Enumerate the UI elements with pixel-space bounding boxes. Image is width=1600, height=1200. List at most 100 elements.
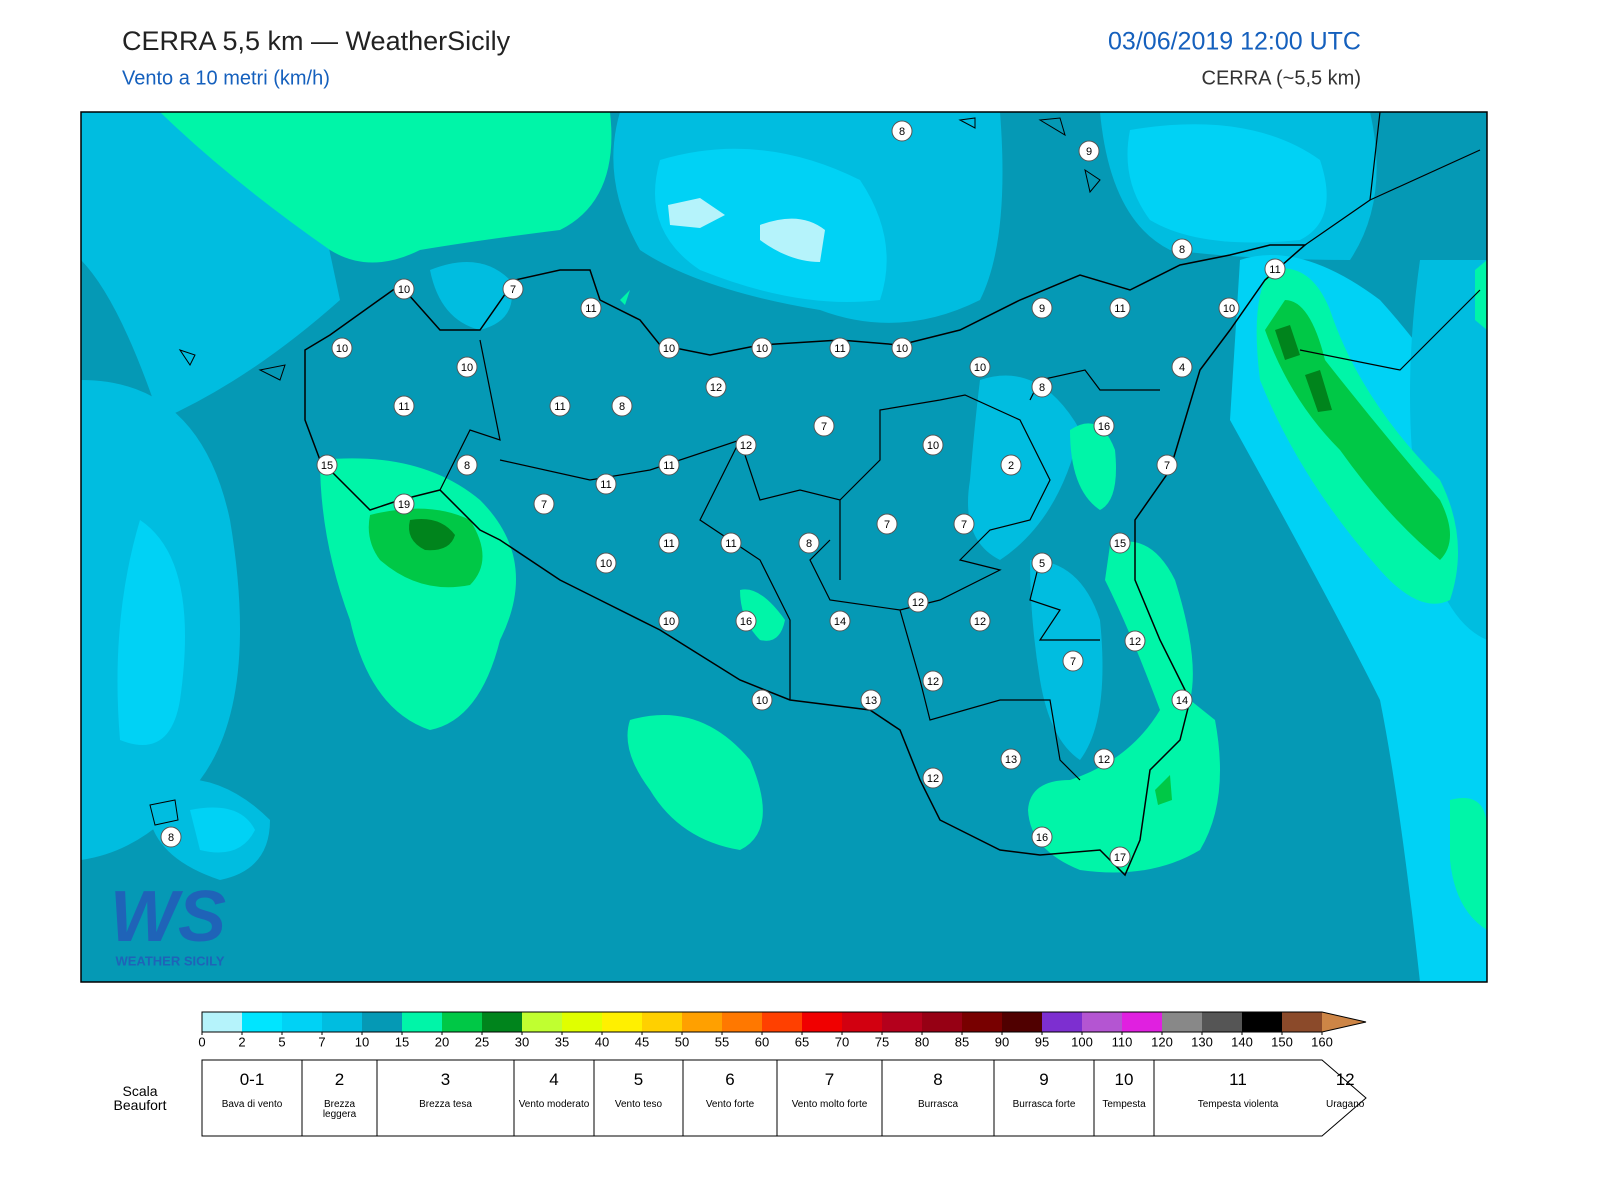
station-marker: [595, 473, 617, 495]
beaufort-force: 4: [549, 1070, 559, 1089]
station-marker: [922, 434, 944, 456]
station-value: 7: [510, 284, 516, 296]
station-value: 7: [1070, 656, 1076, 668]
colorbar-tick-label: 5: [278, 1034, 285, 1049]
station-marker: [1078, 140, 1100, 162]
color-swatch: [722, 1012, 762, 1032]
station-marker: [891, 120, 913, 142]
colorbar-tick-label: 60: [755, 1034, 769, 1049]
station-value: 14: [834, 616, 846, 628]
beaufort-label: Brezza tesa: [419, 1099, 472, 1110]
colorbar-tick-label: 80: [915, 1034, 929, 1049]
colorbar-tick-label: 90: [995, 1034, 1009, 1049]
color-swatch: [602, 1012, 642, 1032]
station-marker: [611, 395, 633, 417]
beaufort-force: 12: [1335, 1070, 1355, 1089]
station-value: 13: [865, 695, 877, 707]
station-value: 10: [927, 440, 939, 452]
station-value: 4: [1179, 362, 1185, 374]
station-marker: [502, 278, 524, 300]
color-swatch: [202, 1012, 242, 1032]
station-value: 10: [663, 343, 675, 355]
station-marker: [876, 513, 898, 535]
station-value: 10: [336, 343, 348, 355]
beaufort-class: 0-1 Bava di vento: [202, 1062, 302, 1134]
beaufort-label: Vento teso: [614, 1099, 663, 1110]
color-swatch: [842, 1012, 882, 1032]
source: CERRA (~5,5 km): [1202, 67, 1361, 89]
colorbar-tick-label: 20: [435, 1034, 449, 1049]
station-marker: [393, 493, 415, 515]
beaufort-class: 6 Vento forte: [683, 1062, 777, 1134]
colorbar-tick-label: 50: [675, 1034, 689, 1049]
beaufort-force: 10: [1114, 1070, 1134, 1089]
station-value: 11: [1114, 303, 1125, 315]
station-value: 13: [1005, 754, 1017, 766]
datetime: 03/06/2019 12:00 UTC: [1108, 28, 1361, 56]
station-marker: [1171, 238, 1193, 260]
colorbar-tick-label: 85: [955, 1034, 969, 1049]
color-swatch: [1082, 1012, 1122, 1032]
stations: 8 9 8 11 10 7 11 9 11 10 10 10 10 11 10 10 10 4 12 8 11 11 8 7 1…: [160, 120, 1286, 868]
station-marker: [393, 278, 415, 300]
colorbar-tick-label: 25: [475, 1034, 489, 1049]
beaufort-class: 5 Vento teso: [594, 1062, 683, 1134]
station-marker: [1109, 532, 1131, 554]
color-swatch: [482, 1012, 522, 1032]
station-value: 8: [1039, 382, 1045, 394]
station-marker: [595, 552, 617, 574]
station-marker: [1171, 356, 1193, 378]
beaufort-label: Tempesta violenta: [1197, 1099, 1279, 1110]
station-value: 8: [168, 832, 174, 844]
beaufort-class: 2 Brezza leggera: [302, 1062, 377, 1134]
station-marker: [658, 454, 680, 476]
color-swatch: [282, 1012, 322, 1032]
color-swatch: [1042, 1012, 1082, 1032]
station-marker: [331, 337, 353, 359]
color-swatch: [442, 1012, 482, 1032]
station-value: 11: [398, 401, 409, 413]
station-marker: [798, 532, 820, 554]
color-swatch: [882, 1012, 922, 1032]
station-value: 8: [464, 460, 470, 472]
station-marker: [860, 689, 882, 711]
station-value: 10: [756, 343, 768, 355]
station-value: 16: [1036, 832, 1048, 844]
station-marker: [456, 454, 478, 476]
colorbar-tick-label: 15: [395, 1034, 409, 1049]
station-marker: [1218, 297, 1240, 319]
station-value: 11: [663, 538, 674, 550]
station-marker: [751, 337, 773, 359]
beaufort-force: 11: [1229, 1070, 1247, 1089]
beaufort-label: Vento forte: [705, 1099, 755, 1110]
station-marker: [1031, 376, 1053, 398]
color-swatch: [362, 1012, 402, 1032]
color-swatch: [1122, 1012, 1162, 1032]
beaufort-label: Brezza leggera: [322, 1099, 357, 1120]
station-marker: [1000, 454, 1022, 476]
color-swatch: [402, 1012, 442, 1032]
station-marker: [1109, 297, 1131, 319]
station-value: 14: [1176, 695, 1188, 707]
station-marker: [658, 337, 680, 359]
colorbar-tick-label: 30: [515, 1034, 529, 1049]
station-marker: [658, 610, 680, 632]
wind-field: [81, 112, 1487, 982]
station-value: 11: [600, 479, 611, 491]
beaufort-label: Bava di vento: [221, 1099, 283, 1110]
colorbar-tick-label: 70: [835, 1034, 849, 1049]
colorbar-tick-label: 120: [1151, 1034, 1173, 1049]
station-value: 10: [974, 362, 986, 374]
beaufort-force: 6: [725, 1070, 735, 1089]
color-swatch: [922, 1012, 962, 1032]
station-marker: [1156, 454, 1178, 476]
station-value: 8: [1179, 244, 1185, 256]
beaufort-label: Vento moderato: [518, 1099, 590, 1110]
station-marker: [393, 395, 415, 417]
station-value: 19: [398, 499, 410, 511]
station-value: 8: [619, 401, 625, 413]
station-value: 10: [756, 695, 768, 707]
colorbar-tick-label: 0: [198, 1034, 205, 1049]
beaufort-force: 9: [1039, 1070, 1049, 1089]
